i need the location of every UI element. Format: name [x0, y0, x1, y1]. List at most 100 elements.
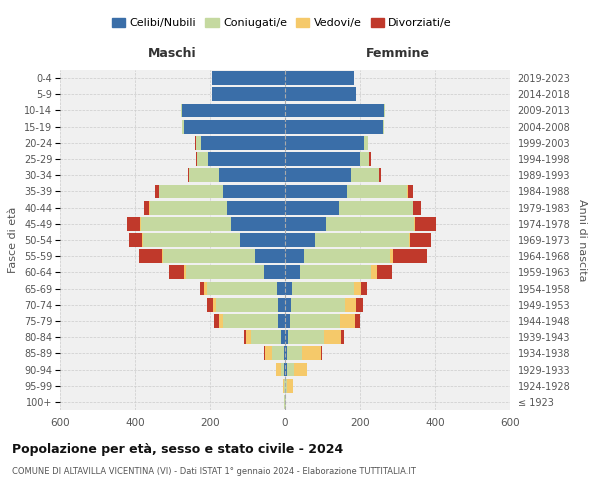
Bar: [197, 152, 208, 166]
Bar: [370, 152, 371, 166]
Bar: [350, 168, 379, 182]
Bar: [407, 184, 413, 198]
Bar: [160, 184, 223, 198]
Bar: [284, 346, 285, 360]
Bar: [155, 184, 158, 198]
Bar: [184, 266, 185, 280]
Bar: [200, 136, 285, 149]
Bar: [140, 217, 230, 230]
Bar: [181, 104, 182, 118]
Bar: [196, 136, 200, 149]
Bar: [413, 200, 421, 214]
Bar: [315, 233, 409, 247]
Bar: [290, 298, 345, 312]
Text: Maschi: Maschi: [148, 47, 197, 60]
Bar: [139, 250, 161, 263]
Bar: [212, 298, 217, 312]
Bar: [294, 362, 307, 376]
Bar: [292, 282, 353, 296]
Bar: [281, 362, 284, 376]
Bar: [182, 120, 184, 134]
Bar: [208, 282, 277, 296]
Bar: [360, 152, 370, 166]
Bar: [285, 136, 364, 149]
Bar: [264, 346, 265, 360]
Bar: [285, 282, 292, 296]
Bar: [285, 346, 287, 360]
Bar: [142, 233, 143, 247]
Bar: [255, 250, 285, 263]
Y-axis label: Anni di nascita: Anni di nascita: [577, 198, 587, 281]
Bar: [182, 104, 285, 118]
Bar: [285, 152, 360, 166]
Bar: [200, 282, 205, 296]
Bar: [355, 314, 359, 328]
Bar: [326, 217, 415, 230]
Bar: [208, 152, 285, 166]
Bar: [340, 314, 355, 328]
Bar: [284, 362, 285, 376]
Bar: [347, 184, 407, 198]
Bar: [278, 298, 285, 312]
Bar: [190, 168, 220, 182]
Bar: [277, 314, 285, 328]
Bar: [285, 88, 356, 101]
Bar: [290, 314, 340, 328]
Bar: [410, 233, 431, 247]
Bar: [212, 88, 285, 101]
Bar: [223, 184, 285, 198]
Bar: [196, 152, 197, 166]
Bar: [283, 379, 284, 392]
Bar: [353, 282, 361, 296]
Bar: [285, 217, 326, 230]
Bar: [285, 362, 287, 376]
Bar: [163, 250, 255, 263]
Bar: [285, 184, 347, 198]
Bar: [361, 282, 367, 296]
Y-axis label: Fasce di età: Fasce di età: [8, 207, 19, 273]
Bar: [356, 298, 363, 312]
Bar: [265, 346, 272, 360]
Bar: [227, 200, 285, 214]
Bar: [272, 346, 284, 360]
Bar: [340, 200, 413, 214]
Bar: [415, 217, 436, 230]
Bar: [285, 71, 355, 85]
Bar: [275, 362, 281, 376]
Bar: [287, 379, 293, 392]
Bar: [323, 330, 341, 344]
Bar: [285, 314, 290, 328]
Bar: [265, 266, 285, 280]
Bar: [345, 298, 356, 312]
Bar: [217, 298, 278, 312]
Bar: [214, 314, 220, 328]
Text: Femmine: Femmine: [365, 47, 430, 60]
Bar: [285, 330, 288, 344]
Bar: [169, 266, 184, 280]
Bar: [285, 104, 385, 118]
Bar: [240, 233, 285, 247]
Bar: [285, 200, 340, 214]
Bar: [212, 71, 285, 85]
Bar: [220, 168, 285, 182]
Bar: [341, 330, 343, 344]
Bar: [371, 266, 377, 280]
Bar: [187, 168, 190, 182]
Bar: [185, 266, 265, 280]
Bar: [251, 330, 281, 344]
Bar: [304, 250, 390, 263]
Bar: [285, 298, 290, 312]
Bar: [285, 120, 383, 134]
Bar: [287, 362, 294, 376]
Bar: [230, 217, 285, 230]
Bar: [150, 200, 227, 214]
Bar: [205, 282, 208, 296]
Bar: [281, 330, 285, 344]
Legend: Celibi/Nubili, Coniugati/e, Vedovi/e, Divorziati/e: Celibi/Nubili, Coniugati/e, Vedovi/e, Di…: [107, 13, 457, 32]
Bar: [377, 266, 392, 280]
Bar: [149, 200, 150, 214]
Bar: [321, 346, 322, 360]
Bar: [288, 330, 323, 344]
Text: Popolazione per età, sesso e stato civile - 2024: Popolazione per età, sesso e stato civil…: [12, 442, 343, 456]
Bar: [220, 314, 223, 328]
